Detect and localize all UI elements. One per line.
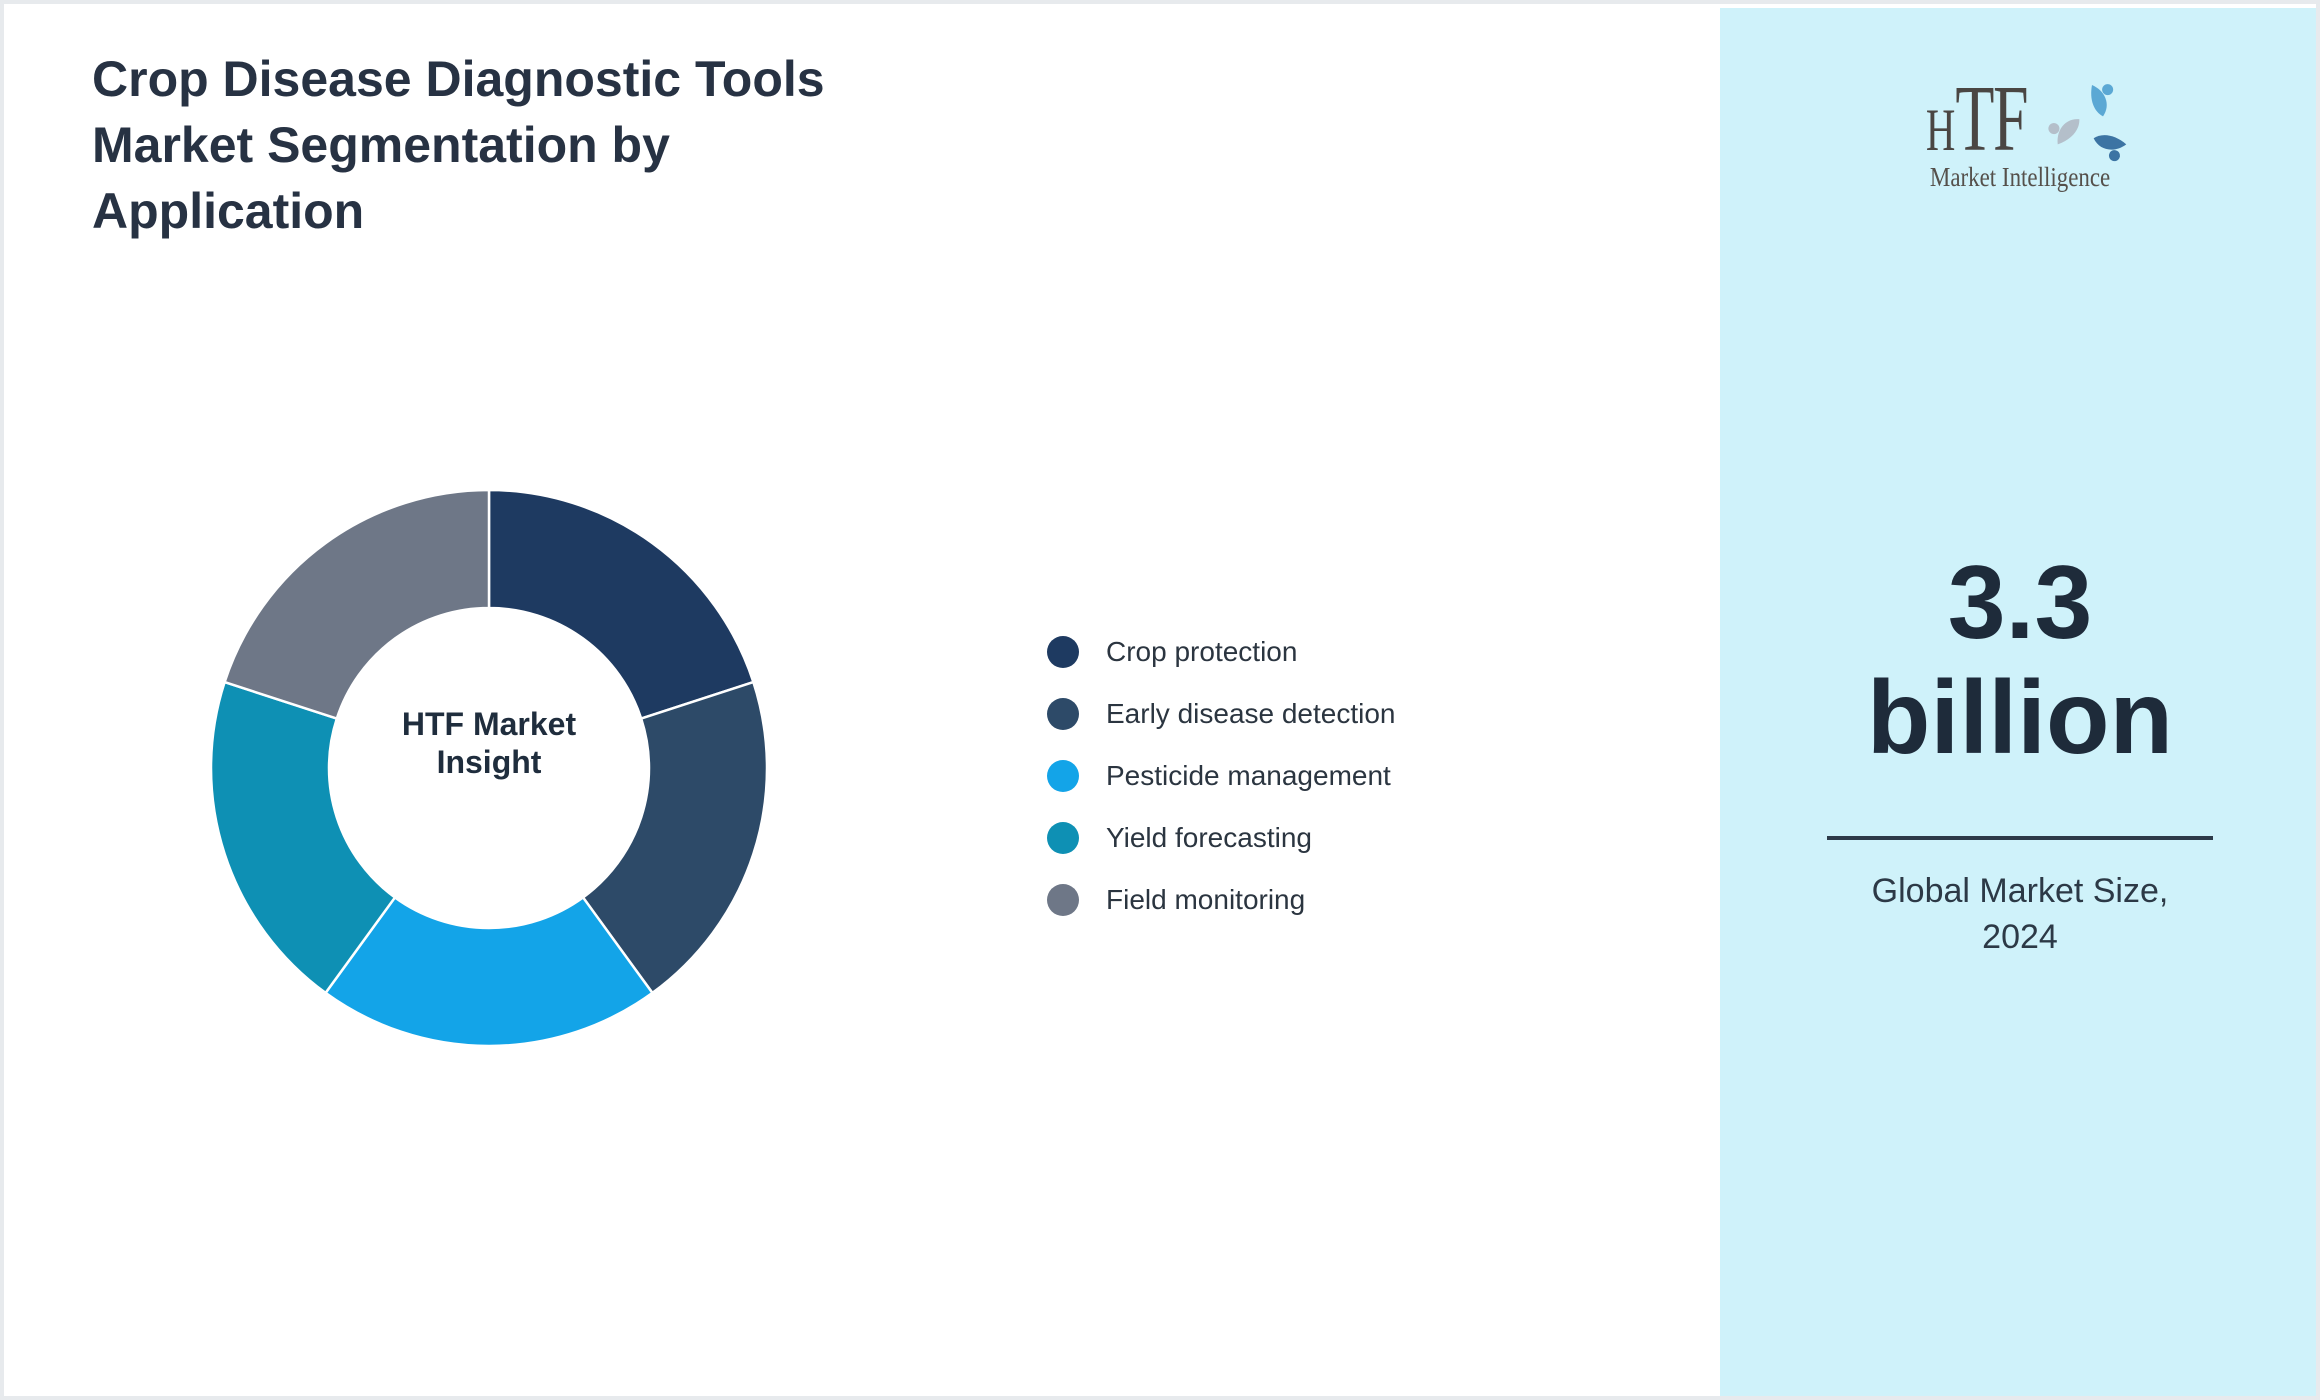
legend-item: Pesticide management	[1047, 760, 1396, 792]
htf-logo-row: HTF	[1902, 72, 2137, 166]
market-size-caption-line-1: Global Market Size,	[1871, 872, 2169, 910]
donut-segment-pesticide-management	[323, 895, 655, 1048]
page-title: Crop Disease Diagnostic Tools Market Seg…	[92, 46, 825, 244]
legend-label: Crop protection	[1106, 636, 1298, 667]
donut-segment-crop-protection	[487, 488, 755, 721]
swirl-figures-icon	[2047, 84, 2126, 162]
market-size-value: 3.3 billion	[1720, 545, 2316, 776]
donut-segment-field-monitoring	[223, 488, 491, 721]
legend-item: Yield forecasting	[1047, 822, 1396, 854]
htf-logo: HTF Market Intelligence	[1720, 72, 2316, 193]
legend-item: Crop protection	[1047, 636, 1396, 668]
page-title-line-3: Application	[92, 183, 365, 239]
htf-logo-subtext: Market Intelligence	[1929, 162, 2111, 192]
market-size-value-number: 3.3	[1947, 545, 2093, 661]
market-size-value-unit: billion	[1866, 660, 2174, 776]
page-title-line-1: Crop Disease Diagnostic Tools	[92, 51, 825, 107]
htf-logo-letters-tf: TF	[1955, 67, 2029, 171]
legend-item: Early disease detection	[1047, 698, 1396, 730]
legend-label: Field monitoring	[1106, 884, 1306, 915]
legend-label: Early disease detection	[1106, 698, 1396, 729]
legend-dot-icon	[1047, 698, 1079, 730]
legend-label: Yield forecasting	[1106, 822, 1312, 853]
legend-dot-icon	[1047, 636, 1079, 668]
legend-dot-icon	[1047, 760, 1079, 792]
legend-dot-icon	[1047, 884, 1079, 916]
legend-item: Field monitoring	[1047, 884, 1396, 916]
divider-line	[1827, 836, 2213, 840]
htf-logo-text: HTF	[1926, 72, 2029, 166]
chart-legend: Crop protection Early disease detection Pe…	[1047, 636, 1396, 946]
donut-chart: HTF Market Insight	[204, 483, 774, 1053]
market-size-caption: Global Market Size, 2024	[1720, 868, 2316, 960]
market-size-caption-line-2: 2024	[1982, 918, 2058, 956]
legend-dot-icon	[1047, 822, 1079, 854]
sidebar-panel: HTF Market Intelligence 3.3 billion Glob…	[1720, 8, 2316, 1396]
donut-segment-early-disease-detection	[581, 680, 769, 995]
legend-label: Pesticide management	[1106, 760, 1391, 791]
donut-segment-yield-forecasting	[209, 680, 397, 995]
donut-chart-svg	[209, 488, 769, 1048]
htf-logo-letter-h: H	[1926, 97, 1956, 163]
page-title-line-2: Market Segmentation by	[92, 117, 670, 173]
